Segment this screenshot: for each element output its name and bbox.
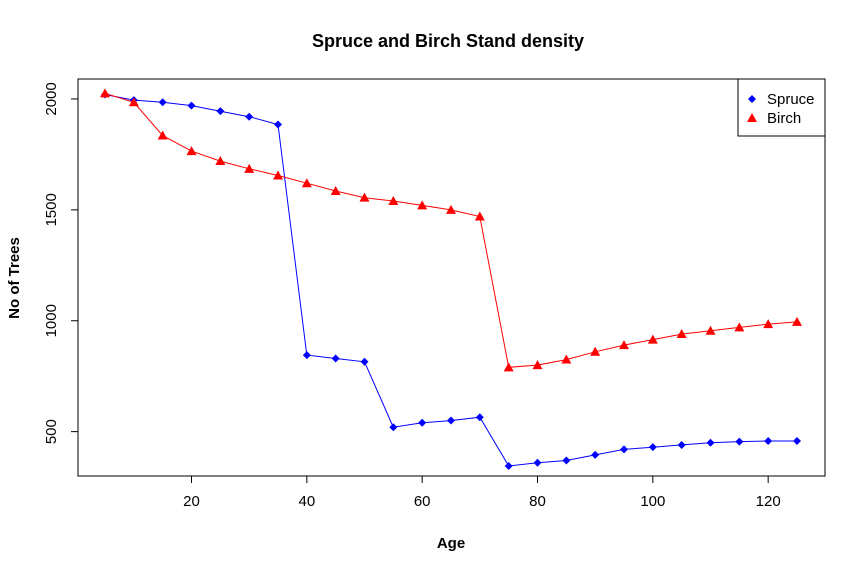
series-layer	[100, 88, 802, 471]
legend-box	[737, 78, 826, 137]
data-point-spruce	[706, 438, 715, 447]
data-point-birch	[532, 360, 543, 370]
legend-label-birch: Birch	[767, 110, 801, 127]
y-tick-label: 2000	[43, 82, 60, 115]
x-tick-label: 20	[183, 493, 200, 510]
data-point-spruce	[158, 98, 167, 107]
data-point-spruce	[591, 450, 600, 459]
data-point-birch	[561, 354, 572, 364]
data-point-birch	[301, 178, 312, 188]
data-point-birch	[676, 329, 687, 339]
data-point-birch	[503, 362, 514, 372]
x-tick-label: 120	[756, 493, 781, 510]
data-point-spruce	[360, 357, 369, 366]
data-point-birch	[619, 340, 629, 350]
data-point-spruce	[793, 436, 801, 445]
legend-marker-spruce	[748, 95, 756, 103]
data-point-spruce	[648, 443, 657, 452]
x-tick-label: 80	[529, 493, 546, 510]
data-point-spruce	[735, 437, 744, 446]
data-point-spruce	[331, 354, 340, 363]
y-tick-label: 1000	[43, 304, 60, 337]
data-point-birch	[128, 97, 139, 107]
data-point-spruce	[216, 107, 225, 116]
series-spruce	[101, 90, 801, 471]
data-point-birch	[359, 192, 370, 202]
x-axis: 20 40 60 80 100 120	[183, 476, 781, 510]
y-axis-label: No of Trees	[6, 237, 23, 319]
data-point-birch	[215, 156, 226, 166]
data-point-birch	[388, 195, 399, 205]
data-point-spruce	[475, 413, 484, 422]
data-point-birch	[792, 316, 802, 326]
data-point-birch	[157, 130, 168, 140]
data-point-birch	[763, 319, 774, 329]
data-point-birch	[446, 204, 456, 214]
y-tick-label: 500	[43, 419, 60, 444]
data-point-birch	[273, 170, 283, 180]
data-point-spruce	[302, 351, 311, 360]
y-tick-label: 1500	[43, 193, 60, 226]
data-point-spruce	[389, 423, 398, 432]
data-point-spruce	[764, 436, 773, 445]
series-birch	[100, 88, 802, 372]
data-point-spruce	[187, 101, 196, 110]
legend-label-spruce: Spruce	[767, 91, 815, 108]
data-point-spruce	[274, 120, 282, 129]
legend-marker-birch	[747, 113, 757, 122]
data-point-spruce	[447, 416, 455, 425]
data-point-birch	[417, 200, 428, 210]
data-point-spruce	[418, 418, 427, 427]
x-tick-label: 40	[298, 493, 315, 510]
series-line-spruce	[104, 94, 797, 467]
data-point-spruce	[620, 445, 628, 454]
data-point-birch	[474, 211, 485, 221]
data-point-birch	[100, 88, 110, 98]
series-line-birch	[104, 92, 798, 368]
data-point-spruce	[533, 458, 542, 467]
data-point-spruce	[677, 440, 686, 449]
data-point-birch	[705, 325, 716, 335]
plot-area-border	[77, 78, 826, 477]
data-point-birch	[186, 146, 197, 156]
data-point-birch	[330, 186, 341, 196]
data-point-birch	[647, 334, 658, 344]
data-point-birch	[590, 346, 601, 356]
x-tick-label: 60	[414, 493, 431, 510]
data-point-spruce	[504, 462, 513, 471]
y-axis: 500 1000 1500 2000	[43, 82, 78, 444]
data-point-spruce	[562, 456, 571, 465]
data-point-birch	[734, 322, 745, 332]
legend: Spruce Birch	[737, 78, 826, 137]
data-point-birch	[244, 163, 255, 173]
x-axis-label: Age	[437, 535, 465, 552]
chart-title: Spruce and Birch Stand density	[312, 31, 584, 51]
x-tick-label: 100	[640, 493, 665, 510]
data-point-spruce	[245, 112, 254, 121]
